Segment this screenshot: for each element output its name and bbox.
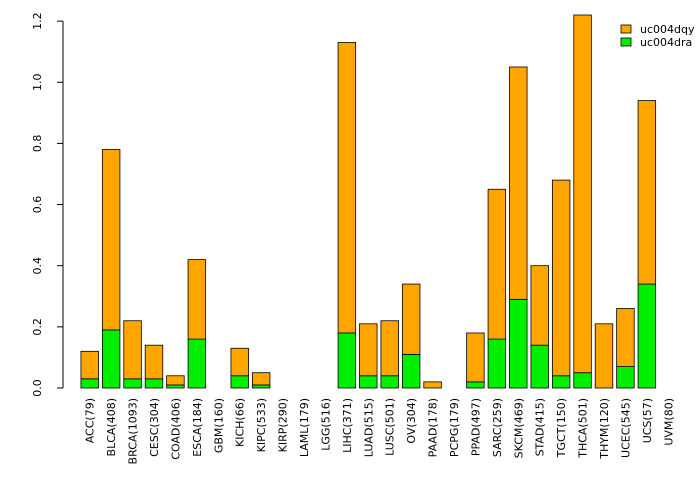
x-tick-label: LIHC(371) — [341, 398, 354, 453]
bar-uc004dqy-luad — [359, 323, 378, 377]
x-axis-labels: ACC(79) BLCA(408) BRCA(1093) CESC(304) COAD(… — [84, 398, 676, 464]
bar-uc004dra-luad — [359, 375, 378, 389]
bar-uc004dqy-brca — [123, 320, 142, 380]
bar-uc004dra-lihc — [337, 332, 357, 389]
bar-uc004dra-tgct — [551, 375, 571, 389]
x-tick-label: PAAD(178) — [427, 398, 440, 457]
legend-swatch-uc004dra — [620, 37, 632, 47]
bar-uc004dqy-thym — [594, 323, 614, 389]
bar-uc004dqy-lusc — [380, 320, 399, 377]
x-tick-label: LUAD(515) — [362, 398, 375, 457]
x-tick-label: SARC(259) — [491, 398, 504, 457]
x-tick-label: ACC(79) — [84, 398, 97, 443]
bar-uc004dra-thca — [573, 372, 592, 389]
bar-uc004dra-coad — [166, 384, 185, 389]
x-tick-label: SKCM(469) — [512, 398, 525, 458]
bar-uc004dqy-lihc — [337, 42, 357, 334]
x-tick-label: BLCA(408) — [105, 398, 118, 456]
x-tick-label: ESCA(184) — [191, 398, 204, 457]
x-tick-label: LGG(516) — [319, 398, 332, 451]
bar-uc004dqy-paad — [423, 381, 442, 389]
x-tick-label: TGCT(150) — [555, 398, 568, 458]
x-tick-label: CESC(304) — [148, 398, 161, 457]
y-tick-label: 0.8 — [31, 135, 44, 153]
bar-uc004dra-esca — [187, 338, 207, 389]
x-tick-label: STAD(415) — [534, 398, 547, 456]
bar-uc004dra-acc — [80, 378, 99, 389]
x-tick-label: PCPG(179) — [448, 398, 461, 457]
bar-uc004dqy-tgct — [551, 179, 571, 377]
bar-uc004dra-blca — [101, 329, 121, 389]
legend-swatch-uc004dqy — [620, 24, 632, 34]
x-tick-label: LUSC(501) — [384, 398, 397, 456]
bar-uc004dqy-ov — [401, 283, 421, 355]
x-tick-label: KICH(66) — [234, 398, 247, 447]
x-tick-label: UCS(57) — [641, 398, 654, 443]
x-tick-label: COAD(406) — [169, 398, 182, 460]
bar-uc004dra-ucs — [637, 283, 657, 389]
bar-uc004dqy-coad — [166, 375, 185, 386]
x-tick-label: GBM(160) — [212, 398, 225, 453]
x-tick-label: BRCA(1093) — [127, 398, 140, 464]
bar-uc004dqy-ucec — [616, 308, 635, 368]
bar-uc004dqy-kich — [230, 347, 249, 377]
y-tick-label: 0.6 — [31, 196, 44, 214]
bar-uc004dra-kipc — [251, 384, 271, 389]
bar-uc004dqy-stad — [530, 265, 549, 346]
bar-uc004dqy-thca — [573, 14, 592, 374]
y-tick-label: 0.0 — [31, 379, 44, 397]
y-tick-label: 1.2 — [31, 12, 44, 30]
y-tick-label: 0.4 — [31, 257, 44, 275]
bar-uc004dra-stad — [530, 344, 549, 389]
y-tick-label: 0.2 — [31, 318, 44, 336]
bars — [80, 14, 657, 389]
y-tick-label: 1.0 — [31, 74, 44, 92]
bar-uc004dqy-ucs — [637, 100, 657, 285]
bar-uc004dqy-ppad — [466, 332, 485, 383]
x-tick-label: UCEC(545) — [619, 398, 632, 458]
x-tick-label: OV(304) — [405, 398, 418, 444]
legend-label-uc004dqy: uc004dqy — [640, 23, 695, 36]
bar-uc004dqy-esca — [187, 259, 207, 340]
bar-uc004dqy-acc — [80, 350, 99, 380]
x-tick-label: THYM(120) — [598, 398, 611, 460]
bar-uc004dra-cesc — [144, 378, 164, 389]
x-tick-label: KIRP(290) — [277, 398, 290, 452]
bar-uc004dqy-cesc — [144, 344, 164, 380]
bar-uc004dqy-blca — [101, 149, 121, 331]
bar-uc004dra-brca — [123, 378, 142, 389]
y-axis: 0.0 0.2 0.4 0.6 0.8 1.0 1.2 — [31, 12, 64, 397]
x-tick-label: THCA(501) — [577, 398, 590, 459]
x-tick-label: KIPC(533) — [255, 398, 268, 452]
x-tick-label: UVM(80) — [662, 398, 675, 446]
bar-uc004dra-sarc — [487, 338, 507, 389]
bar-uc004dra-ppad — [466, 381, 485, 389]
bar-uc004dra-ov — [401, 353, 421, 389]
x-tick-label: PPAD(497) — [469, 398, 482, 456]
bar-uc004dqy-sarc — [487, 188, 507, 340]
bar-uc004dra-skcm — [509, 298, 528, 389]
bar-uc004dqy-kipc — [251, 372, 271, 386]
legend-label-uc004dra: uc004dra — [640, 36, 692, 49]
bar-uc004dra-ucec — [616, 366, 635, 389]
bar-uc004dqy-skcm — [509, 66, 528, 300]
bar-uc004dra-lusc — [380, 375, 399, 389]
bar-uc004dra-kich — [230, 375, 249, 389]
x-tick-label: LAML(179) — [298, 398, 311, 457]
